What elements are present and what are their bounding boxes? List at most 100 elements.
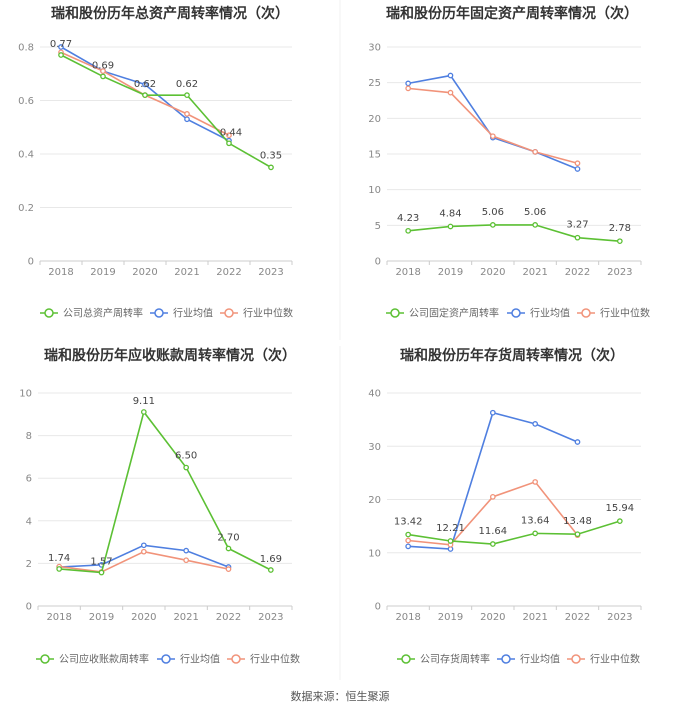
y-tick-label: 0: [26, 602, 32, 613]
data-point-industry_median: [140, 548, 147, 555]
y-tick-label: 15: [368, 150, 381, 161]
data-point-industry_avg: [574, 166, 581, 172]
data-point-company: [183, 464, 190, 471]
data-label: 0.44: [220, 127, 242, 138]
y-tick-label: 4: [26, 516, 32, 527]
data-label: 5.06: [524, 207, 546, 218]
x-tick-label: 2021: [522, 267, 547, 278]
series-line-company: [408, 520, 621, 545]
data-point-company: [56, 566, 63, 572]
y-tick-label: 2: [26, 559, 32, 570]
data-point-company: [184, 92, 190, 99]
data-point-industry_median: [183, 557, 190, 564]
legend-marker-industry_median: [581, 308, 591, 318]
data-label: 13.64: [521, 515, 550, 526]
data-point-company: [140, 409, 147, 415]
legend-marker-company: [401, 654, 411, 664]
legend-marker-industry_avg: [161, 654, 171, 664]
data-point-company: [225, 545, 232, 552]
data-label: 13.48: [563, 516, 592, 527]
x-tick-label: 2023: [607, 612, 632, 623]
legend-label: 公司总资产周转率: [63, 307, 143, 320]
legend-label: 行业均值: [520, 653, 560, 666]
legend-label: 行业中位数: [243, 307, 293, 320]
data-label: 1.57: [90, 557, 112, 568]
data-label: 12.21: [436, 523, 465, 534]
data-point-industry_median: [447, 89, 454, 96]
chart-title: 瑞和股份历年总资产周转率情况（次）: [51, 5, 289, 22]
data-point-company: [58, 52, 64, 58]
x-tick-label: 2023: [258, 612, 283, 623]
legend-label: 行业中位数: [250, 653, 300, 666]
data-point-company: [616, 518, 623, 524]
x-tick-label: 2018: [46, 612, 71, 623]
data-point-industry_avg: [58, 44, 64, 50]
y-tick-label: 0: [375, 257, 381, 268]
y-tick-label: 20: [368, 114, 381, 125]
data-source: 数据来源：恒生聚源: [291, 689, 390, 703]
legend-label: 公司固定资产周转率: [409, 307, 499, 320]
data-label: 0.35: [260, 150, 282, 161]
data-point-industry_avg: [574, 439, 581, 445]
data-label: 0.62: [134, 79, 156, 90]
y-tick-label: 8: [26, 431, 32, 442]
y-tick-label: 0.6: [18, 96, 34, 107]
x-tick-label: 2019: [438, 612, 463, 623]
data-label: 2.78: [609, 223, 631, 234]
data-label: 4.84: [439, 208, 461, 219]
data-point-company: [142, 92, 148, 99]
series-line-industry_median: [59, 550, 229, 573]
legend-label: 行业均值: [173, 307, 213, 320]
data-point-industry_median: [532, 479, 539, 485]
chart-title: 瑞和股份历年应收账款周转率情况（次）: [44, 347, 296, 364]
x-tick-label: 2022: [565, 267, 590, 278]
legend-label: 行业均值: [530, 307, 570, 320]
x-tick-label: 2023: [258, 267, 283, 278]
series-line-company: [60, 54, 272, 169]
data-point-company: [267, 567, 274, 573]
y-tick-label: 0: [28, 257, 34, 268]
x-tick-label: 2021: [174, 267, 199, 278]
data-label: 11.64: [479, 526, 508, 537]
data-point-industry_median: [184, 111, 190, 117]
y-tick-label: 0.4: [18, 150, 34, 161]
x-tick-label: 2020: [132, 267, 157, 278]
data-label: 1.74: [48, 553, 70, 564]
x-tick-label: 2021: [522, 612, 547, 623]
legend-marker-company: [40, 654, 50, 664]
data-label: 2.70: [217, 532, 239, 543]
x-tick-label: 2022: [565, 612, 590, 623]
data-point-industry_median: [226, 132, 232, 139]
x-tick-label: 2018: [395, 267, 420, 278]
data-point-industry_avg: [532, 421, 539, 427]
series-line-company: [59, 410, 272, 574]
x-tick-label: 2020: [480, 612, 505, 623]
x-tick-label: 2019: [90, 267, 115, 278]
data-label: 0.69: [92, 60, 114, 71]
x-tick-label: 2020: [131, 612, 156, 623]
legend-marker-industry_avg: [154, 308, 164, 318]
data-point-company: [489, 222, 496, 228]
data-point-company: [268, 164, 274, 171]
data-point-company: [405, 531, 412, 538]
data-label: 6.50: [175, 451, 197, 462]
data-point-company: [405, 227, 412, 234]
y-tick-label: 6: [26, 474, 32, 485]
data-label: 15.94: [606, 503, 635, 514]
x-tick-label: 2018: [395, 612, 420, 623]
chart-title: 瑞和股份历年固定资产周转率情况（次）: [386, 5, 638, 22]
data-label: 4.23: [397, 213, 419, 224]
data-label: 1.69: [260, 554, 282, 565]
x-tick-label: 2022: [216, 267, 241, 278]
data-label: 3.27: [566, 220, 588, 231]
chart-fixed-asset-turnover: 瑞和股份历年固定资产周转率情况（次） 0 5 10 15 20 25 30 2018 2019 20…: [368, 5, 650, 320]
series-line-industry_median: [408, 87, 578, 165]
data-point-industry_avg: [489, 409, 496, 416]
data-label: 0.62: [176, 79, 198, 90]
data-label: 5.06: [482, 207, 504, 218]
chart-receivables-turnover: 瑞和股份历年应收账款周转率情况（次） 0 2 4 6 8 10 2018 2019 2020 202…: [19, 347, 300, 666]
legend-label: 行业均值: [180, 653, 220, 666]
x-tick-label: 2019: [89, 612, 114, 623]
data-point-industry_median: [489, 493, 496, 500]
